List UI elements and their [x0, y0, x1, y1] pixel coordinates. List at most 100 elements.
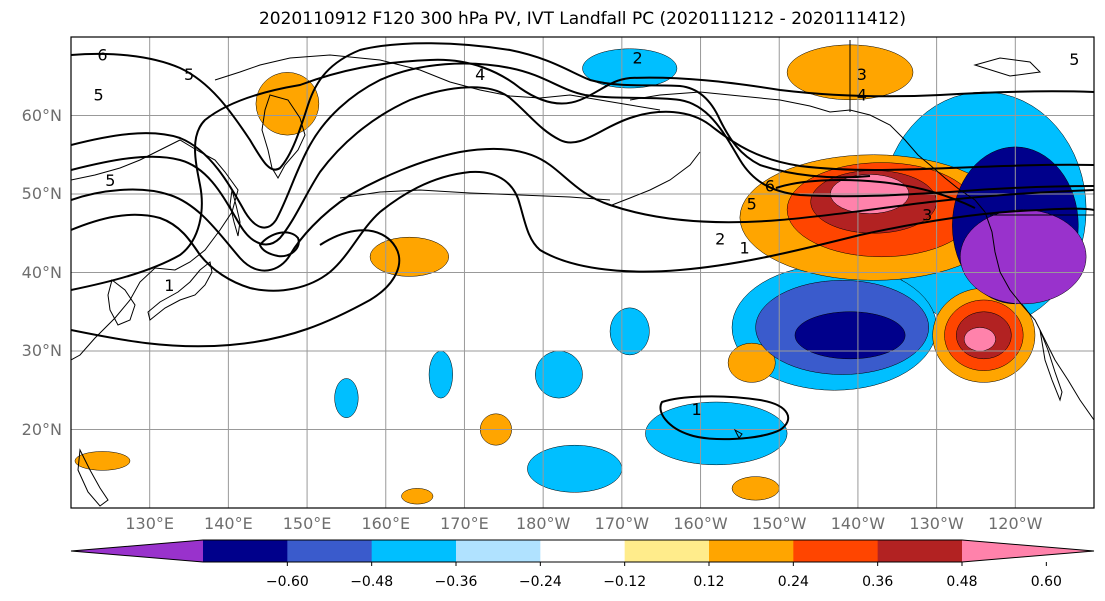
pv-contour-3: [71, 147, 1094, 272]
contour-label: 1: [692, 400, 702, 419]
coastline-north-america-west: [984, 211, 1094, 421]
coastline-aleutians: [339, 189, 611, 201]
colorbar-band: [877, 540, 963, 562]
colorbar-band: [624, 540, 710, 562]
pv-contours: [71, 42, 1094, 441]
pv-contour-hawaii-1: [659, 395, 790, 441]
contour-label: 2: [715, 230, 725, 249]
contour-label: 5: [93, 85, 103, 104]
lon-tick-label: 140°E: [204, 514, 253, 533]
colorbar-tick-label: −0.48: [350, 574, 394, 590]
lon-tick-label: 160°E: [361, 514, 411, 533]
colorbar-tick-label: 0.48: [946, 574, 978, 590]
colorbar-tick-label: 0.12: [693, 574, 725, 590]
map-frame: [70, 36, 1095, 509]
coastline-kamchatka: [261, 94, 306, 180]
lon-tick-label: 170°W: [594, 514, 650, 533]
contour-label: 3: [857, 65, 867, 84]
lat-tick-label: 60°N: [21, 105, 62, 125]
coastline-arctic-islands: [973, 57, 1042, 77]
colorbar-tick-label: 0.60: [1030, 574, 1062, 590]
contour-label: 3: [922, 205, 932, 224]
anomaly-patch-negative-5: [535, 350, 583, 399]
lon-tick-label: 130°W: [909, 514, 964, 533]
lon-tick-label: 150°E: [282, 514, 332, 533]
colorbar-tick-label: −0.36: [434, 574, 478, 590]
coastline-siberia-north: [214, 54, 661, 111]
colorbar-tick-label: 0.36: [862, 574, 894, 590]
pv-contour-2: [71, 170, 1094, 292]
coastline-sakhalin: [229, 189, 241, 237]
colorbar-band: [371, 540, 457, 562]
anomaly-patch-negative-4: [527, 444, 623, 493]
coastline-baja: [1039, 329, 1063, 402]
contour-label: 5: [105, 171, 115, 190]
contour-label: 6: [765, 176, 775, 195]
colorbar-band: [709, 540, 794, 562]
colorbar-outline: [70, 539, 1095, 563]
anomaly-patch-positive-17: [731, 476, 780, 501]
coastline-asia-mainland: [71, 139, 239, 361]
anomaly-patch-negative-26: [959, 209, 1087, 305]
lon-tick-label: 150°W: [752, 514, 807, 533]
contour-label: 2: [632, 48, 642, 67]
lon-tick-label: 170°E: [440, 514, 489, 533]
pv-contour-1-north: [71, 58, 1094, 291]
colorbar-extend-high: [962, 540, 1094, 562]
anomaly-patch-positive-18: [401, 488, 434, 505]
pv-contour-1-east: [71, 229, 401, 348]
colorbar-tick-label: −0.12: [603, 574, 647, 590]
contour-label: 1: [164, 276, 174, 295]
lon-tick-label: 120°W: [988, 514, 1043, 533]
anomaly-patch-positive-28: [963, 327, 996, 352]
colorbar-band: [203, 540, 288, 562]
colorbar-tick-label: −0.60: [265, 574, 309, 590]
colorbar-band: [456, 540, 541, 562]
anomaly-patch-negative-8: [334, 378, 359, 418]
pv-contour-japan-loop: [258, 231, 300, 258]
colorbar-band: [793, 540, 879, 562]
contour-label: 4: [475, 65, 485, 84]
anomaly-patch-positive-13: [369, 236, 449, 277]
coastline-hawaii: [733, 428, 743, 439]
lon-tick-label: 180°W: [515, 514, 571, 533]
anomaly-patch-positive-14: [727, 342, 776, 383]
pv-contour-4: [71, 86, 1094, 246]
coastline-alaska-peninsula: [611, 151, 701, 206]
anomaly-patch-negative-6: [609, 307, 650, 356]
anomaly-patch-negative-2: [645, 401, 788, 466]
lat-tick-label: 50°N: [21, 184, 62, 203]
coastlines: [71, 40, 1094, 507]
chart-title: 2020110912 F120 300 hPa PV, IVT Landfall…: [258, 9, 906, 29]
lon-tick-label: 140°W: [830, 514, 886, 533]
coastline-philippines: [77, 448, 109, 507]
lon-tick-label: 130°E: [125, 514, 175, 533]
contour-label: 1: [740, 238, 750, 257]
colorbar: [70, 539, 1095, 566]
pv-contour-gulf-alaska-loop: [775, 179, 976, 209]
contour-label: 6: [97, 45, 107, 64]
anomaly-patch-negative-7: [428, 350, 453, 399]
colorbar-extend-low: [71, 540, 203, 562]
coastline-korea: [107, 279, 136, 326]
lon-tick-label: 160°W: [673, 514, 728, 533]
coastline-alaska: [629, 91, 986, 213]
colorbar-band: [287, 540, 373, 562]
colorbar-tick-label: −0.24: [518, 574, 562, 590]
contour-label: 5: [1069, 50, 1079, 69]
pv-contour-5: [71, 62, 1094, 229]
anomaly-patch-positive-15: [74, 451, 131, 471]
contour-label: 5: [747, 194, 757, 213]
lat-tick-label: 40°N: [21, 262, 62, 282]
colorbar-tick-label: 0.24: [777, 574, 809, 590]
coastline-japan: [147, 261, 213, 321]
anomaly-patch-negative-23: [794, 311, 906, 360]
lat-tick-label: 20°N: [21, 419, 62, 439]
colorbar-band: [540, 540, 626, 562]
lat-tick-label: 30°N: [21, 341, 62, 360]
pv-contour-6: [71, 42, 871, 179]
contour-label: 4: [857, 85, 867, 104]
